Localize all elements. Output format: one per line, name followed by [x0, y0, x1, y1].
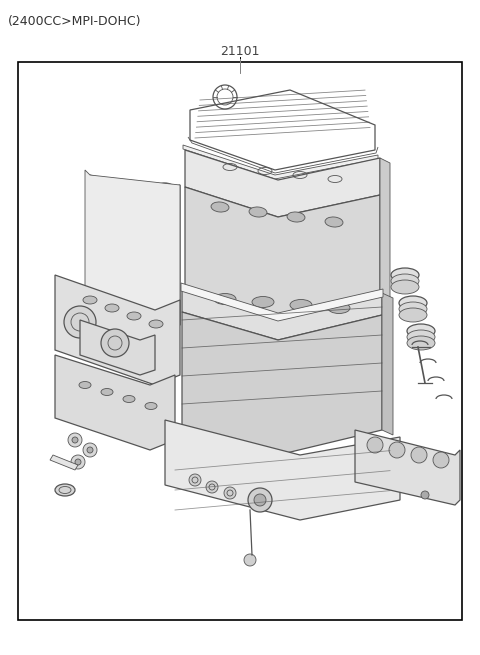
Ellipse shape [211, 202, 229, 212]
Ellipse shape [325, 217, 343, 227]
Circle shape [421, 491, 429, 499]
Circle shape [367, 437, 383, 453]
Ellipse shape [287, 212, 305, 222]
Ellipse shape [328, 303, 350, 314]
Ellipse shape [55, 484, 75, 496]
Circle shape [83, 443, 97, 457]
Ellipse shape [105, 304, 119, 312]
Polygon shape [185, 187, 380, 317]
Ellipse shape [79, 381, 91, 388]
Ellipse shape [399, 296, 427, 310]
Circle shape [433, 452, 449, 468]
Polygon shape [181, 283, 383, 321]
Polygon shape [185, 150, 380, 217]
Ellipse shape [407, 336, 435, 350]
Ellipse shape [115, 194, 155, 216]
Polygon shape [80, 320, 155, 375]
Circle shape [101, 329, 129, 357]
Circle shape [389, 442, 405, 458]
Polygon shape [183, 145, 378, 179]
Ellipse shape [214, 293, 236, 305]
Ellipse shape [290, 299, 312, 310]
Polygon shape [382, 293, 393, 435]
Circle shape [72, 437, 78, 443]
Circle shape [411, 447, 427, 463]
Polygon shape [55, 275, 180, 385]
Ellipse shape [127, 312, 141, 320]
Bar [18, 62, 462, 620]
Polygon shape [55, 355, 175, 450]
Ellipse shape [83, 296, 97, 304]
Circle shape [224, 487, 236, 499]
Text: 21101: 21101 [220, 45, 260, 58]
Ellipse shape [391, 280, 419, 294]
Circle shape [71, 455, 85, 469]
Circle shape [189, 474, 201, 486]
Polygon shape [140, 197, 160, 282]
Circle shape [75, 459, 81, 465]
Circle shape [158, 190, 172, 204]
Circle shape [68, 433, 82, 447]
Circle shape [87, 447, 93, 453]
Ellipse shape [407, 324, 435, 338]
Ellipse shape [123, 396, 135, 403]
Ellipse shape [391, 268, 419, 282]
Ellipse shape [407, 330, 435, 344]
Polygon shape [182, 287, 382, 340]
Polygon shape [50, 455, 78, 470]
Circle shape [244, 554, 256, 566]
Circle shape [143, 280, 153, 290]
Polygon shape [355, 430, 460, 505]
Circle shape [254, 494, 266, 506]
Circle shape [64, 306, 96, 338]
Polygon shape [380, 158, 390, 300]
Circle shape [248, 488, 272, 512]
Polygon shape [90, 175, 180, 335]
Text: (2400CC>MPI-DOHC): (2400CC>MPI-DOHC) [8, 15, 142, 28]
Ellipse shape [252, 297, 274, 307]
Ellipse shape [399, 308, 427, 322]
Ellipse shape [391, 274, 419, 288]
Circle shape [206, 481, 218, 493]
Ellipse shape [149, 320, 163, 328]
Circle shape [136, 273, 160, 297]
Ellipse shape [145, 403, 157, 409]
Ellipse shape [399, 302, 427, 316]
Polygon shape [85, 170, 180, 325]
Circle shape [151, 183, 179, 211]
Polygon shape [182, 312, 382, 455]
Ellipse shape [249, 207, 267, 217]
Ellipse shape [101, 388, 113, 396]
Polygon shape [165, 420, 400, 520]
